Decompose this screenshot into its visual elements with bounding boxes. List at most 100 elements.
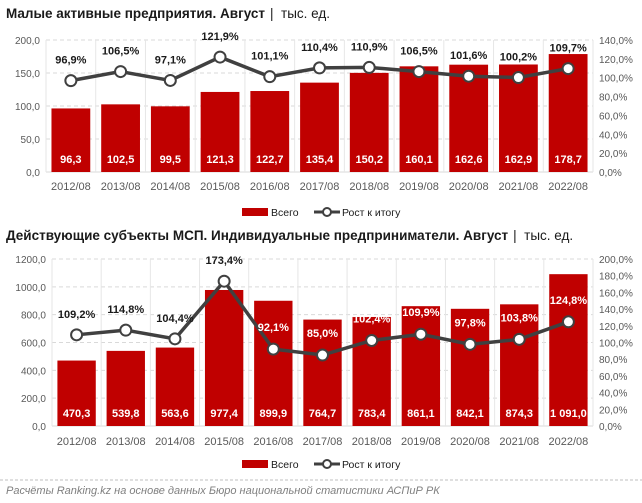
bar — [250, 91, 290, 172]
chart-title: Действующие субъекты МСП. Индивидуальные… — [6, 228, 509, 243]
growth-point — [463, 337, 477, 351]
growth-point — [362, 60, 376, 74]
source-footer: Расчёты Ranking.kz на основе данных Бюро… — [6, 485, 440, 497]
y-tick-label: 1000,0 — [15, 283, 46, 294]
growth-point — [511, 71, 525, 85]
bar — [300, 82, 339, 172]
bar-value-label: 160,1 — [405, 154, 433, 166]
y2-tick-label: 40,0% — [599, 389, 627, 400]
y2-tick-label: 160,0% — [599, 288, 633, 299]
growth-point — [168, 332, 182, 346]
chart-title: Малые активные предприятия. Август — [6, 6, 265, 21]
growth-value-label: 104,4% — [156, 313, 194, 325]
growth-point — [316, 348, 329, 362]
y2-tick-label: 180,0% — [599, 272, 633, 283]
y-tick-label: 600,0 — [21, 339, 46, 350]
growth-value-label: 97,1% — [155, 54, 186, 66]
y-tick-label: 200,0 — [15, 36, 40, 47]
y2-tick-label: 100,0% — [599, 339, 633, 350]
title-separator: | — [513, 228, 517, 243]
growth-value-label: 85,0% — [307, 328, 338, 340]
bar-value-label: 563,6 — [161, 408, 189, 420]
growth-value-label: 101,6% — [450, 50, 488, 62]
y2-tick-label: 60,0% — [599, 111, 627, 122]
growth-value-label: 110,4% — [301, 42, 338, 54]
bar-value-label: 135,4 — [306, 154, 334, 166]
bar — [51, 108, 91, 172]
y2-tick-label: 200,0% — [599, 255, 633, 266]
bar — [254, 300, 293, 426]
bar-value-label: 162,6 — [455, 154, 483, 166]
category-label: 2014/08 — [155, 436, 195, 448]
growth-value-label: 173,4% — [205, 255, 243, 267]
bar — [150, 106, 190, 172]
category-label: 2012/08 — [51, 181, 91, 193]
bar — [155, 347, 195, 426]
legend-bar-swatch — [242, 460, 268, 468]
legend-label-growth: Рост к итогу — [342, 459, 401, 471]
bar — [401, 306, 441, 426]
bar-value-label: 150,2 — [355, 154, 383, 166]
bar-value-label: 121,3 — [206, 154, 234, 166]
category-label: 2018/08 — [349, 181, 389, 193]
category-label: 2012/08 — [57, 436, 97, 448]
growth-value-label: 110,9% — [351, 41, 388, 53]
growth-value-label: 121,9% — [201, 31, 239, 43]
growth-value-label: 106,5% — [102, 46, 140, 58]
bar — [399, 66, 439, 172]
legend-label-total: Всего — [271, 459, 299, 471]
chart-unit: тыс. ед. — [524, 228, 573, 243]
growth-value-label: 103,8% — [501, 312, 539, 324]
bar-value-label: 861,1 — [407, 408, 435, 420]
category-label: 2021/08 — [499, 181, 539, 193]
bar — [57, 360, 96, 426]
bar — [549, 274, 588, 426]
bar — [303, 319, 342, 426]
growth-value-label: 92,1% — [258, 322, 289, 334]
bar — [450, 308, 490, 426]
bar-value-label: 764,7 — [309, 408, 337, 420]
growth-point — [119, 323, 133, 337]
category-label: 2016/08 — [253, 436, 293, 448]
bar-value-label: 162,9 — [505, 154, 533, 166]
y-tick-label: 0,0 — [26, 168, 40, 179]
growth-value-label: 109,2% — [58, 309, 96, 321]
bar-value-label: 1 091,0 — [550, 408, 587, 420]
y-tick-label: 200,0 — [21, 394, 46, 405]
growth-value-label: 106,5% — [400, 46, 438, 58]
category-label: 2017/08 — [303, 436, 343, 448]
y2-tick-label: 80,0% — [599, 355, 627, 366]
growth-point — [114, 65, 128, 79]
category-label: 2015/08 — [200, 181, 240, 193]
category-label: 2013/08 — [106, 436, 146, 448]
growth-point — [512, 332, 526, 346]
growth-point — [462, 69, 476, 83]
growth-value-label: 124,8% — [550, 295, 588, 307]
chart-1: Малые активные предприятия. Август | тыс. … — [6, 6, 633, 219]
bar-value-label: 102,5 — [107, 154, 135, 166]
growth-point — [561, 315, 575, 329]
y2-tick-label: 40,0% — [599, 130, 627, 141]
bar — [204, 289, 244, 426]
chart-2: Действующие субъекты МСП. Индивидуальные… — [6, 228, 633, 471]
bar — [349, 72, 389, 172]
category-label: 2020/08 — [449, 181, 489, 193]
y-tick-label: 1200,0 — [15, 255, 46, 266]
growth-point — [266, 342, 280, 356]
growth-value-label: 96,9% — [55, 55, 86, 67]
bar-value-label: 783,4 — [358, 408, 386, 420]
bar — [500, 304, 539, 426]
bar-value-label: 899,9 — [260, 408, 288, 420]
y2-tick-label: 120,0% — [599, 55, 633, 66]
bar-value-label: 470,3 — [63, 408, 91, 420]
y-tick-label: 100,0 — [15, 102, 40, 113]
legend-label-total: Всего — [271, 207, 299, 219]
category-label: 2021/08 — [499, 436, 539, 448]
growth-point — [70, 328, 84, 342]
category-label: 2020/08 — [450, 436, 490, 448]
growth-value-label: 109,7% — [549, 43, 587, 55]
bar-value-label: 178,7 — [554, 154, 582, 166]
growth-value-label: 100,2% — [500, 52, 538, 64]
bar — [200, 91, 240, 172]
y2-tick-label: 0,0% — [599, 168, 622, 179]
